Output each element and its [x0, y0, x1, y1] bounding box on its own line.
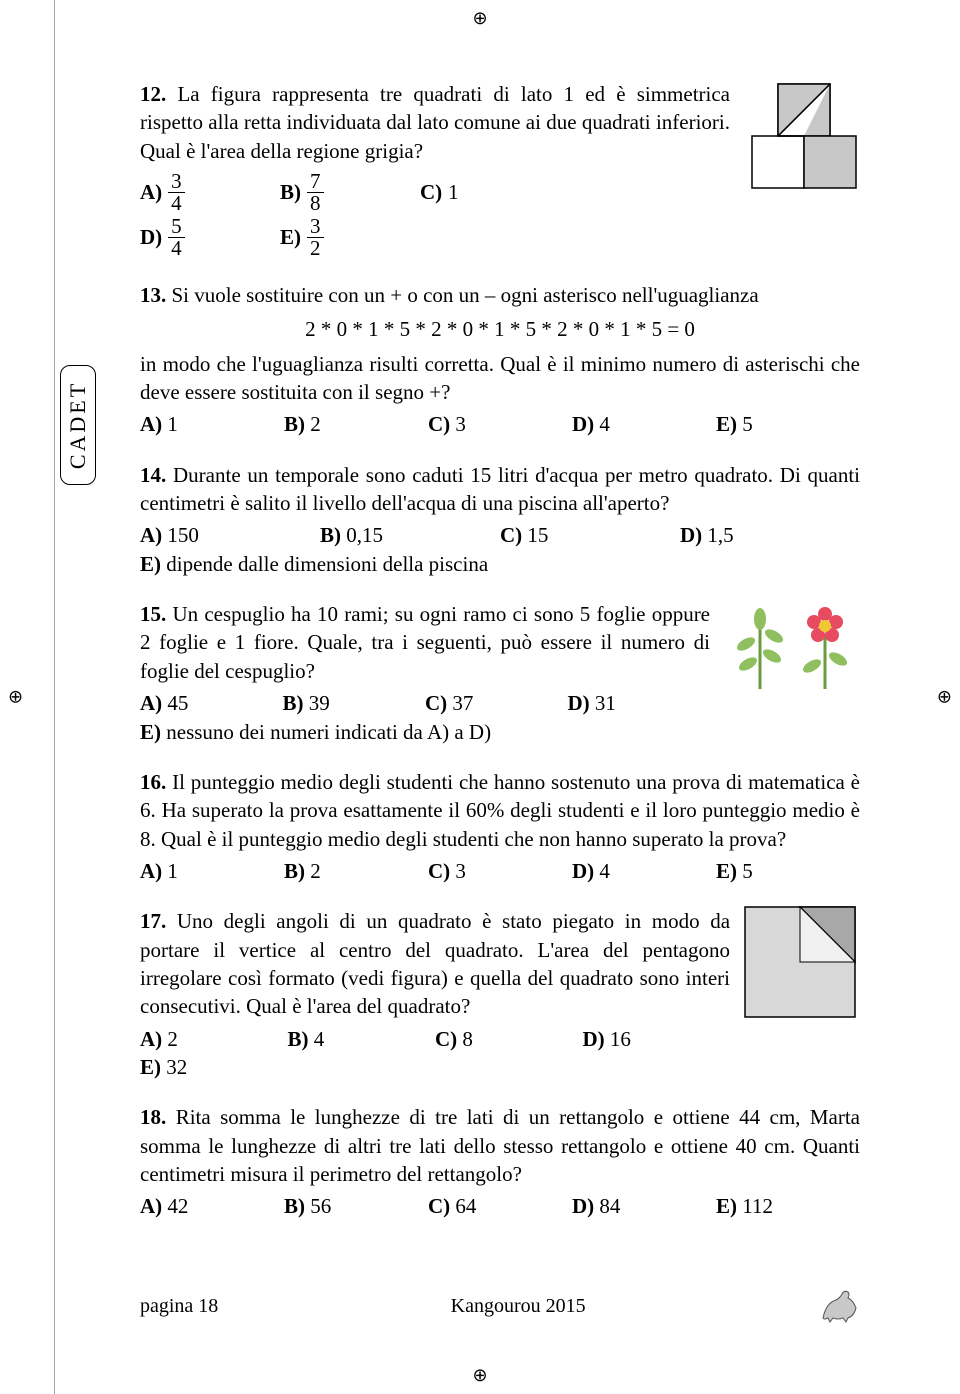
page-margin-line — [54, 0, 55, 1394]
crop-mark-left: ⊕ — [8, 687, 23, 708]
q16-text: Il punteggio medio degli studenti che ha… — [140, 770, 860, 851]
figure-q12 — [750, 82, 860, 198]
q13-text1: Si vuole sostituire con un + o con un – … — [172, 283, 759, 307]
q15-opt-E: nessuno dei numeri indicati da A) a D) — [166, 720, 491, 744]
q14-number: 14. — [140, 463, 166, 487]
q14-opt-E: dipende dalle dimensioni della piscina — [166, 552, 488, 576]
question-16: 16. Il punteggio medio degli studenti ch… — [140, 768, 860, 885]
q13-number: 13. — [140, 283, 166, 307]
q12-opt-D: 54 — [168, 216, 185, 259]
q12-text: La figura rappresenta tre quadrati di la… — [140, 82, 730, 163]
q16-options: A) 1 B) 2 C) 3 D) 4 E) 5 — [140, 857, 860, 885]
q13-text2: in modo che l'uguaglianza risulti corret… — [140, 350, 860, 407]
footer-title: Kangourou 2015 — [451, 1295, 586, 1318]
figure-q17 — [740, 902, 860, 1028]
q15-options: A) 45 B) 39 C) 37 D) 31 — [140, 689, 710, 717]
q12-number: 12. — [140, 82, 166, 106]
q12-opt-A: 34 — [168, 171, 185, 214]
q12-opt-C: 1 — [448, 178, 459, 206]
q14-text: Durante un temporale sono caduti 15 litr… — [140, 463, 860, 515]
q15-text: Un cespuglio ha 10 rami; su ogni ramo ci… — [140, 602, 710, 683]
q18-text: Rita somma le lunghezze di tre lati di u… — [140, 1105, 860, 1186]
question-14: 14. Durante un temporale sono caduti 15 … — [140, 461, 860, 578]
crop-mark-top: ⊕ — [472, 8, 487, 29]
page-footer: pagina 18 Kangourou 2015 — [140, 1288, 860, 1324]
q18-number: 18. — [140, 1105, 166, 1129]
question-18: 18. Rita somma le lunghezze di tre lati … — [140, 1103, 860, 1220]
q17-number: 17. — [140, 909, 166, 933]
figure-q15 — [730, 604, 860, 700]
q13-equation: 2 * 0 * 1 * 5 * 2 * 0 * 1 * 5 * 2 * 0 * … — [140, 315, 860, 343]
q16-number: 16. — [140, 770, 166, 794]
category-label-text: CADET — [65, 381, 91, 469]
q12-options: A) 34 B) 78 C) 1 D) 54 E) 32 — [140, 171, 730, 259]
q12-opt-E: 32 — [307, 216, 324, 259]
question-13: 13. Si vuole sostituire con un + o con u… — [140, 281, 860, 439]
kangaroo-icon — [818, 1288, 860, 1324]
crop-mark-bottom: ⊕ — [472, 1365, 487, 1386]
q14-options: A) 150 B) 0,15 C) 15 D) 1,5 — [140, 521, 860, 549]
crop-mark-right: ⊕ — [937, 687, 952, 708]
page-number: pagina 18 — [140, 1295, 218, 1318]
q17-options: A) 2 B) 4 C) 8 D) 16 — [140, 1025, 730, 1053]
category-label: CADET — [60, 365, 96, 485]
q13-options: A) 1 B) 2 C) 3 D) 4 E) 5 — [140, 410, 860, 438]
q12-opt-B: 78 — [307, 171, 324, 214]
q17-opt-E: 32 — [166, 1055, 187, 1079]
q17-text: Uno degli angoli di un quadrato è stato … — [140, 909, 730, 1018]
q18-options: A) 42 B) 56 C) 64 D) 84 E) 112 — [140, 1192, 860, 1220]
q15-number: 15. — [140, 602, 166, 626]
